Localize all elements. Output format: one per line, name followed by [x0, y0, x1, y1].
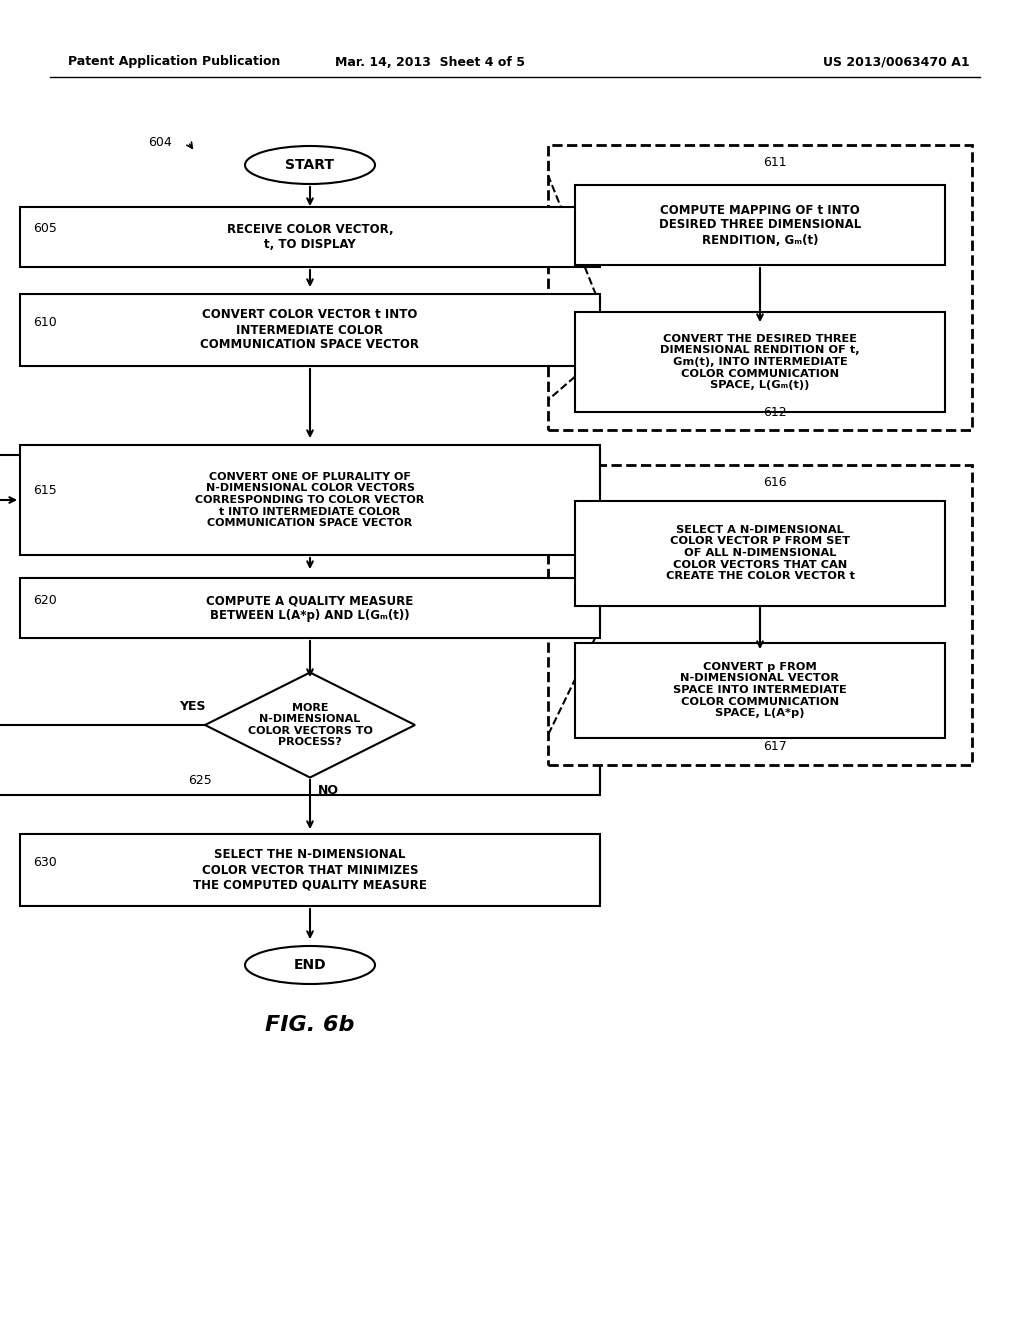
FancyBboxPatch shape: [20, 445, 600, 554]
FancyBboxPatch shape: [0, 455, 600, 795]
Text: CONVERT ONE OF PLURALITY OF
N-DIMENSIONAL COLOR VECTORS
CORRESPONDING TO COLOR V: CONVERT ONE OF PLURALITY OF N-DIMENSIONA…: [196, 471, 425, 528]
Text: 612: 612: [763, 405, 786, 418]
Text: FIG. 6b: FIG. 6b: [265, 1015, 354, 1035]
FancyBboxPatch shape: [548, 465, 972, 766]
Text: START: START: [286, 158, 335, 172]
Text: 604: 604: [148, 136, 172, 149]
Text: 616: 616: [763, 477, 786, 490]
Polygon shape: [205, 672, 415, 777]
Text: 630: 630: [33, 855, 57, 869]
Text: SELECT A N-DIMENSIONAL
COLOR VECTOR P FROM SET
OF ALL N-DIMENSIONAL
COLOR VECTOR: SELECT A N-DIMENSIONAL COLOR VECTOR P FR…: [666, 525, 854, 581]
FancyBboxPatch shape: [548, 145, 972, 430]
FancyBboxPatch shape: [20, 294, 600, 366]
Text: MORE
N-DIMENSIONAL
COLOR VECTORS TO
PROCESS?: MORE N-DIMENSIONAL COLOR VECTORS TO PROC…: [248, 702, 373, 747]
Text: COMPUTE A QUALITY MEASURE
BETWEEN L(A*p) AND L(Gₘ(t)): COMPUTE A QUALITY MEASURE BETWEEN L(A*p)…: [207, 594, 414, 622]
Text: 611: 611: [763, 157, 786, 169]
Text: 605: 605: [33, 223, 57, 235]
FancyBboxPatch shape: [20, 207, 600, 267]
FancyBboxPatch shape: [20, 834, 600, 906]
Text: RECEIVE COLOR VECTOR,
t, TO DISPLAY: RECEIVE COLOR VECTOR, t, TO DISPLAY: [226, 223, 393, 251]
Text: NO: NO: [317, 784, 339, 796]
FancyBboxPatch shape: [575, 643, 945, 738]
FancyBboxPatch shape: [575, 312, 945, 412]
FancyBboxPatch shape: [575, 500, 945, 606]
Text: END: END: [294, 958, 327, 972]
Text: COMPUTE MAPPING OF t INTO
DESIRED THREE DIMENSIONAL
RENDITION, Gₘ(t): COMPUTE MAPPING OF t INTO DESIRED THREE …: [658, 203, 861, 247]
Text: CONVERT COLOR VECTOR t INTO
INTERMEDIATE COLOR
COMMUNICATION SPACE VECTOR: CONVERT COLOR VECTOR t INTO INTERMEDIATE…: [201, 309, 420, 351]
Ellipse shape: [245, 946, 375, 983]
Text: 620: 620: [33, 594, 57, 606]
Text: 610: 610: [33, 315, 57, 329]
Text: Patent Application Publication: Patent Application Publication: [68, 55, 281, 69]
FancyBboxPatch shape: [20, 578, 600, 638]
Text: 625: 625: [188, 774, 212, 787]
FancyBboxPatch shape: [575, 185, 945, 265]
Text: US 2013/0063470 A1: US 2013/0063470 A1: [823, 55, 970, 69]
Text: SELECT THE N-DIMENSIONAL
COLOR VECTOR THAT MINIMIZES
THE COMPUTED QUALITY MEASUR: SELECT THE N-DIMENSIONAL COLOR VECTOR TH…: [194, 849, 427, 891]
Text: 617: 617: [763, 741, 786, 754]
Text: CONVERT THE DESIRED THREE
DIMENSIONAL RENDITION OF t,
Gm(t), INTO INTERMEDIATE
C: CONVERT THE DESIRED THREE DIMENSIONAL RE…: [660, 334, 860, 391]
Text: Mar. 14, 2013  Sheet 4 of 5: Mar. 14, 2013 Sheet 4 of 5: [335, 55, 525, 69]
Text: YES: YES: [179, 701, 205, 714]
Ellipse shape: [245, 147, 375, 183]
Text: CONVERT p FROM
N-DIMENSIONAL VECTOR
SPACE INTO INTERMEDIATE
COLOR COMMUNICATION
: CONVERT p FROM N-DIMENSIONAL VECTOR SPAC…: [673, 661, 847, 718]
Text: 615: 615: [33, 483, 57, 496]
